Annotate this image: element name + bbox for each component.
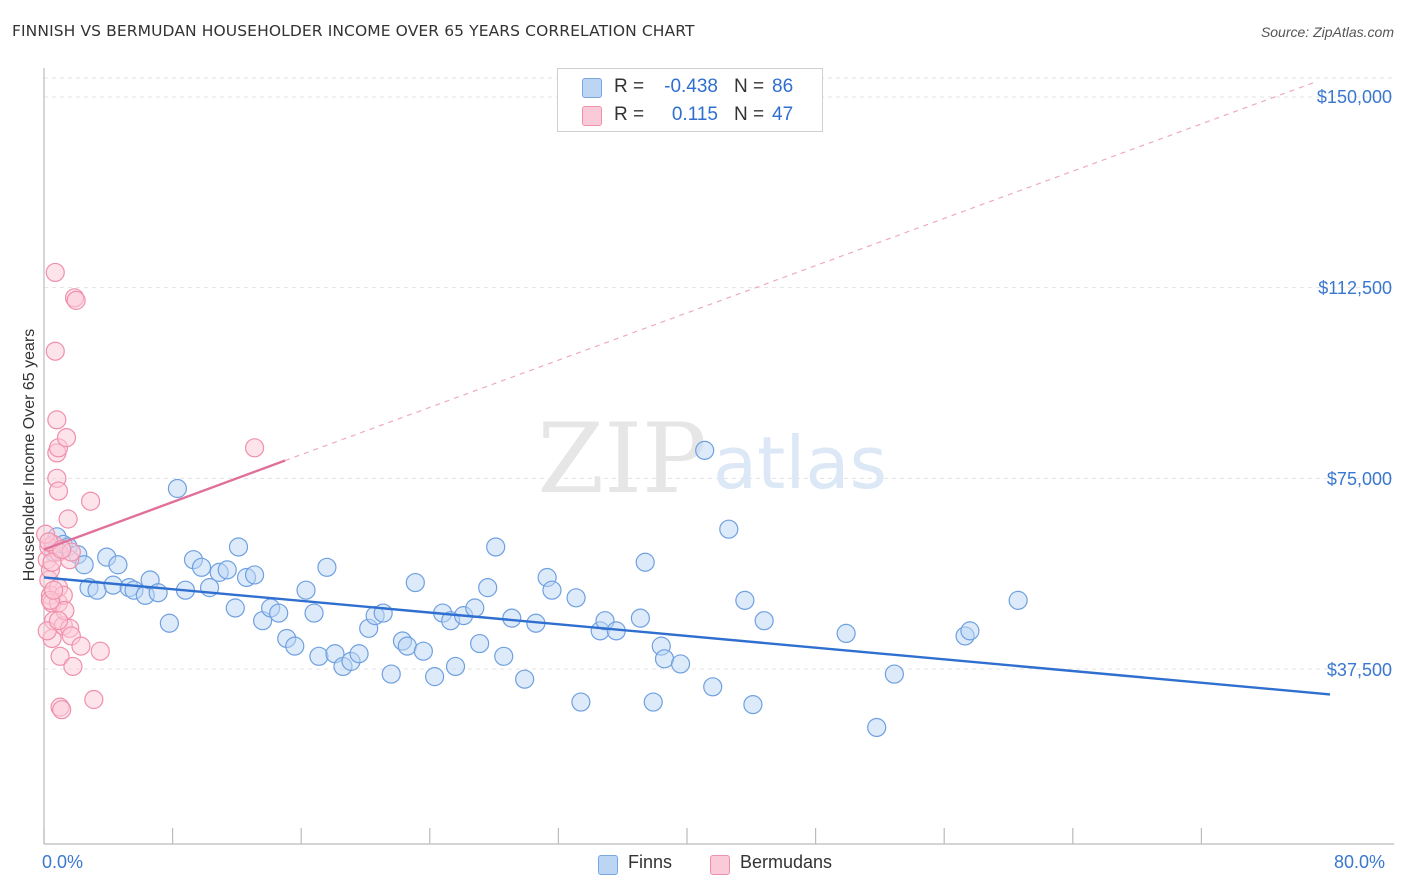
finns-point	[425, 667, 445, 687]
finns-point	[309, 646, 329, 666]
finns-point	[397, 636, 417, 656]
finns-point	[884, 664, 904, 684]
legend-n-label: N =	[734, 76, 765, 97]
bermudans-point	[50, 646, 70, 666]
finns-point	[405, 572, 425, 593]
legend-n-label: N =	[734, 104, 765, 125]
bermudans-trend-extension	[284, 81, 1317, 462]
watermark-atlas: atlas	[713, 421, 887, 505]
y-tick-label: $37,500	[1326, 660, 1392, 680]
bermudans-point	[48, 611, 69, 631]
finns-point	[670, 654, 691, 674]
finns-point	[695, 440, 715, 460]
bermudans-point	[47, 410, 67, 430]
finns-point	[445, 656, 466, 677]
bermudans-point	[48, 481, 69, 501]
x-tick-label-max: 80.0%	[1334, 852, 1386, 872]
finns-point	[754, 611, 774, 631]
finns-point	[515, 669, 535, 689]
legend-r-label: R =	[614, 76, 645, 97]
finns-point	[478, 578, 498, 598]
finns-point	[703, 677, 723, 697]
finns-point	[167, 478, 188, 499]
bermudans-point	[42, 552, 62, 572]
legend-row-bermudans: R = 0.115 N = 47	[558, 101, 822, 129]
y-tick-label: $75,000	[1326, 469, 1392, 489]
finns-trend-line	[43, 576, 1331, 696]
finns-point	[1008, 590, 1028, 610]
finns-point	[285, 636, 305, 656]
finns-point	[571, 692, 591, 712]
finns-point	[542, 580, 562, 600]
finns-point	[304, 603, 324, 623]
legend-r-value: -0.438	[664, 76, 718, 97]
finns-point	[381, 664, 401, 684]
finns-point	[225, 598, 245, 618]
bermudans-point	[90, 641, 110, 661]
finns-point	[502, 608, 522, 628]
bermudans-point	[66, 290, 86, 310]
finns-point	[217, 560, 237, 580]
bermudans-point	[81, 491, 101, 511]
bermudans-legend-label: Bermudans	[740, 852, 833, 872]
finns-point	[486, 537, 506, 557]
y-tick-label: $150,000	[1316, 87, 1392, 107]
source-credit: Source: ZipAtlas.com	[1260, 24, 1394, 40]
bermudans-point	[71, 636, 91, 656]
legend-r-label: R =	[614, 104, 645, 125]
bermudans-swatch	[582, 106, 602, 126]
bermudans-point	[63, 656, 83, 677]
correlation-legend: R = -0.438 N = 86 R = 0.115 N = 47	[557, 68, 823, 132]
finns-point	[566, 588, 586, 608]
finns-swatch	[582, 78, 602, 98]
bermudans-point	[45, 341, 65, 361]
finns-point	[630, 608, 650, 628]
finns-point	[465, 598, 485, 618]
finns-point	[719, 519, 739, 539]
finns-point	[470, 633, 490, 654]
bermudans-legend-swatch	[710, 855, 730, 875]
x-tick-label-min: 0.0%	[42, 852, 84, 872]
finns-point	[191, 557, 212, 577]
legend-n-value: 86	[772, 76, 794, 97]
finns-point	[867, 717, 887, 738]
finns-legend-swatch	[598, 855, 618, 875]
finns-legend-label: Finns	[628, 852, 673, 872]
bermudans-point	[58, 509, 78, 529]
finns-point	[317, 557, 337, 577]
chart-title: FINNISH VS BERMUDAN HOUSEHOLDER INCOME O…	[12, 22, 695, 40]
finns-point	[654, 649, 675, 669]
finns-point	[635, 552, 655, 572]
y-axis-title: Householder Income Over 65 years	[21, 328, 38, 582]
bermudans-point	[56, 428, 77, 448]
finns-point	[494, 646, 514, 666]
legend-row-finns: R = -0.438 N = 86	[558, 73, 822, 101]
y-tick-label: $112,500	[1318, 278, 1392, 298]
finns-point	[228, 537, 249, 557]
finns-point	[296, 580, 316, 600]
bermudans-trend-line	[43, 459, 286, 551]
finns-point	[735, 590, 755, 610]
finns-point	[349, 644, 369, 664]
finns-point	[159, 613, 179, 633]
legend-n-value: 47	[772, 104, 794, 125]
finns-point	[743, 694, 763, 715]
bermudans-point	[244, 438, 265, 458]
bermudans-point	[45, 262, 65, 283]
finns-point	[269, 603, 289, 623]
finns-point	[960, 621, 980, 641]
bermudans-point	[52, 700, 72, 720]
watermark-zip: ZIP	[537, 403, 706, 515]
finns-point	[836, 623, 856, 644]
finns-point	[244, 565, 265, 585]
bermudans-point	[44, 580, 64, 600]
finns-point	[413, 641, 433, 661]
finns-point	[108, 555, 128, 575]
legend-r-value: 0.115	[671, 104, 718, 125]
finns-point	[643, 692, 663, 712]
bermudans-point	[84, 689, 104, 710]
